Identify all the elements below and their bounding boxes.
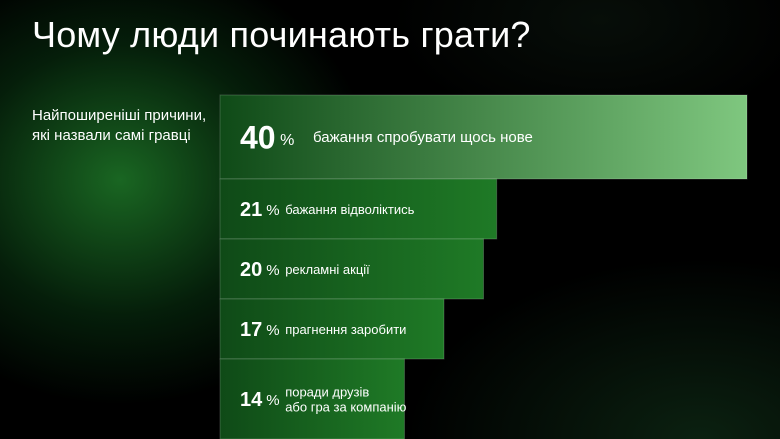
- value-label-2: 21: [240, 199, 262, 221]
- value-label-3: 20: [240, 259, 262, 281]
- category-label-2: бажання відволіктись: [285, 202, 414, 217]
- value-label-1: 40: [240, 120, 276, 156]
- category-label-5-line-2: або гра за компанію: [285, 400, 406, 415]
- bar-5: [219, 358, 405, 439]
- bar-1: [219, 94, 748, 180]
- value-suffix-4: %: [266, 322, 279, 339]
- value-label-4: 17: [240, 319, 262, 341]
- category-label-4: прагнення заробити: [285, 322, 406, 337]
- value-suffix-5: %: [266, 392, 279, 409]
- category-label-1: бажання спробувати щось нове: [313, 129, 533, 146]
- category-label-5-line-1: поради друзів: [285, 385, 369, 400]
- value-suffix-2: %: [266, 202, 279, 219]
- bar-3: [219, 238, 484, 300]
- chart-subtitle: Найпоширеніші причини, які назвали самі …: [32, 107, 207, 144]
- category-label-3: рекламні акції: [285, 262, 370, 277]
- bar-2: [219, 178, 498, 240]
- page-title: Чому люди починають грати?: [32, 14, 531, 55]
- value-suffix-1: %: [280, 132, 294, 149]
- value-label-5: 14: [240, 389, 263, 411]
- bar-4: [219, 298, 445, 360]
- value-suffix-3: %: [266, 262, 279, 279]
